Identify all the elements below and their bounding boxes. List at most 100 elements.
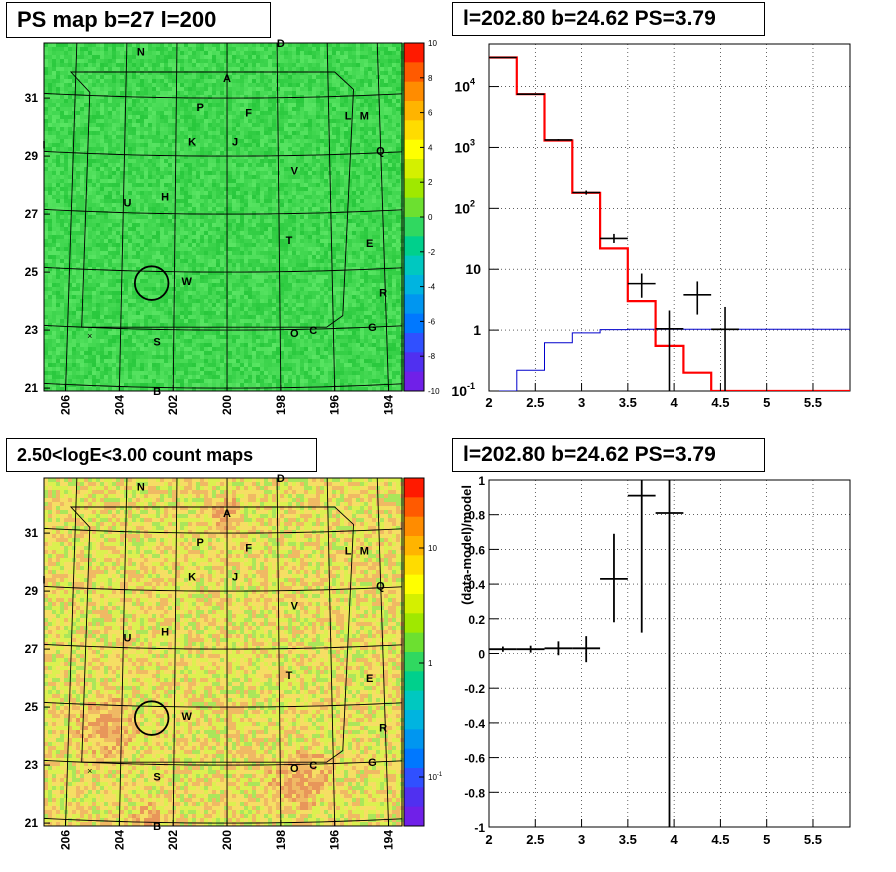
background-model-series [489, 328, 850, 391]
spectrum-title: l=202.80 b=24.62 PS=3.79 [452, 2, 765, 36]
x-tick-label: 3 [578, 395, 585, 410]
latitude-line [44, 527, 402, 534]
latitude-line [44, 382, 402, 389]
y-tick-label: 0.6 [468, 543, 485, 557]
latitude-line [44, 701, 402, 708]
x-tick-label: 200 [220, 395, 234, 415]
longitude-line [326, 478, 336, 826]
y-tick-label: 1 [473, 322, 481, 338]
ps-map-frame [43, 42, 403, 392]
source-label-U: U [123, 633, 131, 645]
x-tick-label: 202 [166, 830, 180, 850]
source-label-I: I [42, 575, 45, 587]
y-tick-label: 104 [454, 77, 475, 95]
x-tick-label: 2.5 [526, 832, 544, 847]
x-tick-label: 4.5 [711, 395, 729, 410]
x-tick-label: 200 [220, 830, 234, 850]
source-label-T: T [286, 670, 293, 682]
residual-data-points [489, 480, 684, 827]
roi-marker: × [87, 331, 92, 341]
latitude-line [44, 643, 402, 650]
y-tick-label: 23 [25, 758, 39, 772]
source-label-B: B [153, 821, 161, 833]
y-tick-exponent: -1 [467, 381, 475, 391]
source-label-J: J [232, 137, 238, 149]
total-model-series [489, 56, 850, 391]
longitude-line [65, 478, 78, 826]
source-label-S: S [153, 337, 160, 349]
palette-label: 10 [428, 544, 437, 553]
roi-boundary [69, 71, 354, 328]
palette-label: 6 [428, 109, 433, 118]
longitude-line [276, 43, 282, 391]
count-map-source-labels: A B C D E F G H I J K L M O P Q R S T U V W N [42, 473, 387, 833]
palette-label: -4 [428, 283, 436, 292]
palette-label: -8 [428, 352, 436, 361]
residual-plot: 2 2.5 3 3.5 4 4.5 5 5.5 1 0.8 0.6 0.4 0.2 0 -0.2 -0.4 -0… [459, 474, 851, 847]
source-label-N: N [137, 47, 145, 59]
palette-label: -6 [428, 317, 436, 326]
palette-label: -2 [428, 248, 436, 257]
x-tick-label: 202 [166, 395, 180, 415]
source-label-F: F [245, 543, 252, 555]
source-label-D: D [277, 473, 285, 485]
longitude-line [118, 478, 128, 826]
source-label-N: N [137, 482, 145, 494]
source-label-Q: Q [376, 580, 385, 592]
source-label-Q: Q [376, 145, 385, 157]
palette-label: -10 [428, 387, 440, 396]
longitude-line [172, 478, 178, 826]
longitude-line [118, 43, 128, 391]
ps-map-source-labels: A B C D E F G H I J K L M O P Q R S T U V W N [42, 38, 387, 398]
count-map-frame [43, 477, 403, 827]
y-tick-label: 1 [478, 474, 485, 488]
count-map-pixels [44, 478, 405, 827]
ps-map-pixels [44, 43, 405, 392]
spectrum-plot: 2 2.5 3 3.5 4 4.5 5 5.5 10-1 1 10 102 103 104 [451, 43, 851, 410]
x-tick-label: 198 [274, 830, 288, 850]
palette-label: 4 [428, 143, 433, 152]
palette-label: 8 [428, 74, 433, 83]
y-tick-label: -0.6 [464, 752, 485, 766]
source-label-A: A [223, 508, 231, 520]
ps-palette: 10 8 6 4 2 0 -2 -4 -6 -8 -10 [403, 39, 440, 396]
source-label-S: S [153, 772, 160, 784]
x-tick-label: 206 [59, 830, 73, 850]
x-tick-label: 5 [763, 395, 770, 410]
source-label-B: B [153, 386, 161, 398]
roi-boundary [69, 506, 354, 763]
roi-marker: × [87, 766, 92, 776]
x-tick-label: 196 [328, 830, 342, 850]
spectrum-data-points [489, 56, 739, 391]
x-tick-label: 194 [382, 830, 396, 850]
source-label-W: W [181, 711, 192, 723]
longitude-line [65, 43, 78, 391]
x-tick-label: 2 [485, 832, 492, 847]
y-tick-exponent: 2 [470, 198, 475, 208]
source-label-L: L [345, 111, 352, 123]
ps-map-title: PS map b=27 l=200 [6, 2, 271, 38]
y-tick-label: 102 [454, 198, 475, 216]
source-label-G: G [368, 757, 377, 769]
y-tick-label: 0.4 [468, 578, 485, 592]
source-label-R: R [379, 722, 387, 734]
x-tick-label: 5 [763, 832, 770, 847]
x-tick-label: 4 [671, 832, 679, 847]
source-circle [133, 265, 170, 301]
y-tick-label: -0.8 [464, 786, 485, 800]
y-tick-label: 31 [25, 526, 39, 540]
x-tick-label: 2 [485, 395, 492, 410]
y-tick-label: 10-1 [451, 381, 475, 399]
y-tick-exponent: 3 [470, 137, 475, 147]
source-label-T: T [286, 235, 293, 247]
source-label-V: V [291, 601, 299, 613]
y-tick-exponent: 4 [470, 77, 475, 87]
source-circle [133, 700, 170, 736]
x-tick-label: 5.5 [804, 395, 822, 410]
x-tick-label: 3.5 [619, 832, 637, 847]
count-map: × A B C D E F G H I J K L M O P Q R S T U V W N 206 204 202 200 198 1… [25, 473, 405, 850]
source-label-K: K [188, 137, 196, 149]
source-label-C: C [309, 325, 317, 337]
palette-label: 1 [428, 659, 433, 668]
residual-y-axis-label: (data-model)/model [459, 485, 474, 605]
